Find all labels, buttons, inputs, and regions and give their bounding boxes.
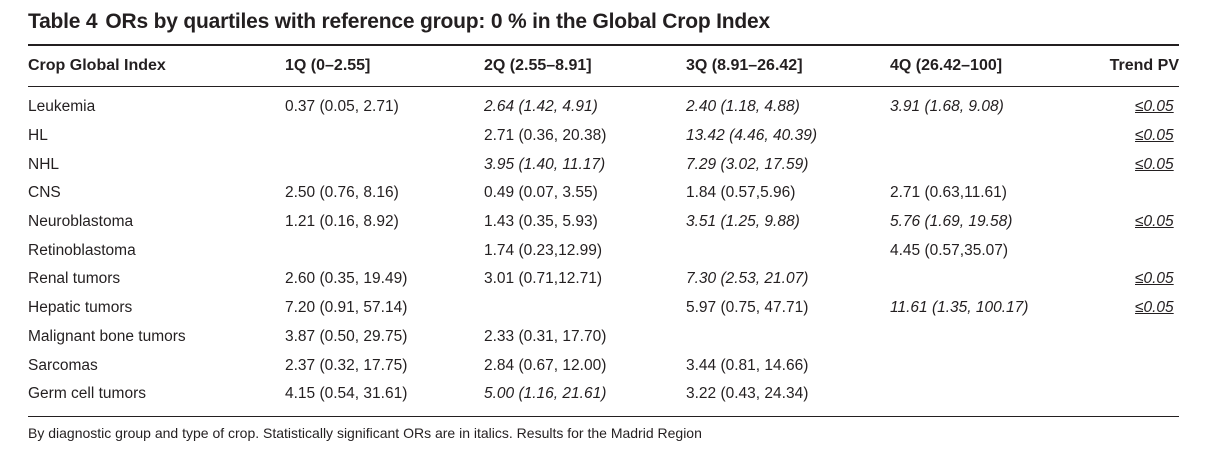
or-cell: 4.45 (0.57,35.07) xyxy=(890,241,1009,259)
or-cell: 3.95 (1.40, 11.17) xyxy=(484,155,606,173)
row-label: Sarcomas xyxy=(28,356,98,374)
or-cell: 2.60 (0.35, 19.49) xyxy=(285,270,408,288)
trend-pv-cell: ≤0.05 xyxy=(1135,127,1174,145)
or-cell xyxy=(285,150,484,179)
or-cell xyxy=(890,323,1089,352)
column-header: Crop Global Index xyxy=(28,56,166,74)
or-cell: 5.97 (0.75, 47.71) xyxy=(686,299,809,317)
or-cell: 2.71 (0.63,11.61) xyxy=(890,184,1007,202)
table-title-text: ORs by quartiles with reference group: 0… xyxy=(105,10,770,33)
table-number: Table 4 xyxy=(28,10,98,33)
row-label: Retinoblastoma xyxy=(28,241,136,259)
or-cell xyxy=(285,122,484,151)
or-cell: 1.74 (0.23,12.99) xyxy=(484,241,603,259)
column-header: 2Q (2.55–8.91] xyxy=(484,56,592,74)
table-row: Leukemia 0.37 (0.05, 2.71) 2.64 (1.42, 4.9… xyxy=(28,86,1179,122)
table-row: Neuroblastoma 1.21 (0.16, 8.92) 1.43 (0.35… xyxy=(28,208,1179,237)
or-cell: 1.43 (0.35, 5.93) xyxy=(484,213,598,231)
table-title: Table 4 ORs by quartiles with reference g… xyxy=(28,10,770,34)
row-label: Renal tumors xyxy=(28,270,121,288)
table-row: CNS 2.50 (0.76, 8.16) 0.49 (0.07, 3.55) 1.8… xyxy=(28,179,1179,208)
or-cell: 5.76 (1.69, 19.58) xyxy=(890,213,1013,231)
trend-pv-cell xyxy=(1089,380,1179,409)
or-cell: 2.50 (0.76, 8.16) xyxy=(285,184,399,202)
column-header: 4Q (26.42–100] xyxy=(890,56,1003,74)
or-cell: 5.00 (1.16, 21.61) xyxy=(484,385,607,403)
table-row: Hepatic tumors 7.20 (0.91, 57.14) 5.97 (0.… xyxy=(28,294,1179,323)
row-label: Leukemia xyxy=(28,98,96,116)
table-footnote: By diagnostic group and type of crop. St… xyxy=(28,425,702,441)
trend-pv-cell xyxy=(1089,236,1179,265)
or-cell: 11.61 (1.35, 100.17) xyxy=(890,299,1029,317)
row-label: NHL xyxy=(28,155,60,173)
header-rule xyxy=(28,86,1179,87)
or-cell: 2.40 (1.18, 4.88) xyxy=(686,98,800,116)
or-cell: 2.71 (0.36, 20.38) xyxy=(484,127,607,145)
or-cell: 2.84 (0.67, 12.00) xyxy=(484,356,607,374)
trend-pv-cell: ≤0.05 xyxy=(1135,98,1174,116)
bottom-rule xyxy=(28,416,1179,417)
row-label: HL xyxy=(28,127,48,145)
column-header: Trend PV xyxy=(1109,56,1179,74)
or-cell: 2.37 (0.32, 17.75) xyxy=(285,356,408,374)
trend-pv-cell: ≤0.05 xyxy=(1135,213,1174,231)
or-cell: 1.84 (0.57,5.96) xyxy=(686,184,796,202)
or-cell xyxy=(890,351,1089,380)
table-row: Renal tumors 2.60 (0.35, 19.49) 3.01 (0.71… xyxy=(28,265,1179,294)
or-cell: 3.01 (0.71,12.71) xyxy=(484,270,603,288)
or-cell: 0.37 (0.05, 2.71) xyxy=(285,98,399,116)
or-cell: 13.42 (4.46, 40.39) xyxy=(686,127,817,145)
or-cell: 0.49 (0.07, 3.55) xyxy=(484,184,598,202)
top-rule xyxy=(28,44,1179,46)
table-row: NHL 3.95 (1.40, 11.17) 7.29 (3.02, 17.59) ≤… xyxy=(28,150,1179,179)
or-cell xyxy=(686,236,890,265)
or-cell: 2.64 (1.42, 4.91) xyxy=(484,98,598,116)
or-cell xyxy=(890,380,1089,409)
table-body: Leukemia 0.37 (0.05, 2.71) 2.64 (1.42, 4.9… xyxy=(28,86,1179,409)
or-cell xyxy=(484,294,686,323)
or-cell xyxy=(285,236,484,265)
or-cell: 1.21 (0.16, 8.92) xyxy=(285,213,399,231)
row-label: Malignant bone tumors xyxy=(28,327,186,345)
table-row: Sarcomas 2.37 (0.32, 17.75) 2.84 (0.67, 12… xyxy=(28,351,1179,380)
or-table: Crop Global Index 1Q (0–2.55] 2Q (2.55–8… xyxy=(28,45,1179,409)
header-row: Crop Global Index 1Q (0–2.55] 2Q (2.55–8… xyxy=(28,45,1179,86)
or-cell xyxy=(890,150,1089,179)
or-cell: 3.51 (1.25, 9.88) xyxy=(686,213,800,231)
trend-pv-cell: ≤0.05 xyxy=(1135,270,1174,288)
row-label: Hepatic tumors xyxy=(28,299,133,317)
or-cell: 3.91 (1.68, 9.08) xyxy=(890,98,1004,116)
or-cell: 2.33 (0.31, 17.70) xyxy=(484,327,607,345)
or-cell xyxy=(890,122,1089,151)
table-row: Retinoblastoma 1.74 (0.23,12.99) 4.45 (0.5… xyxy=(28,236,1179,265)
table-row: Germ cell tumors 4.15 (0.54, 31.61) 5.00 (… xyxy=(28,380,1179,409)
or-cell: 3.22 (0.43, 24.34) xyxy=(686,385,809,403)
row-label: CNS xyxy=(28,184,61,202)
trend-pv-cell: ≤0.05 xyxy=(1135,155,1174,173)
column-header: 3Q (8.91–26.42] xyxy=(686,56,803,74)
or-cell: 4.15 (0.54, 31.61) xyxy=(285,385,408,403)
or-cell: 7.30 (2.53, 21.07) xyxy=(686,270,809,288)
trend-pv-cell: ≤0.05 xyxy=(1135,299,1174,317)
table-row: HL 2.71 (0.36, 20.38) 13.42 (4.46, 40.39) ≤… xyxy=(28,122,1179,151)
or-cell: 7.20 (0.91, 57.14) xyxy=(285,299,408,317)
column-header: 1Q (0–2.55] xyxy=(285,56,371,74)
trend-pv-cell xyxy=(1089,179,1179,208)
trend-pv-cell xyxy=(1089,323,1179,352)
or-cell: 3.87 (0.50, 29.75) xyxy=(285,327,408,345)
or-cell xyxy=(890,265,1089,294)
or-cell: 7.29 (3.02, 17.59) xyxy=(686,155,809,173)
trend-pv-cell xyxy=(1089,351,1179,380)
or-cell xyxy=(686,323,890,352)
row-label: Germ cell tumors xyxy=(28,385,146,403)
or-cell: 3.44 (0.81, 14.66) xyxy=(686,356,809,374)
table-row: Malignant bone tumors 3.87 (0.50, 29.75) 2… xyxy=(28,323,1179,352)
row-label: Neuroblastoma xyxy=(28,213,134,231)
